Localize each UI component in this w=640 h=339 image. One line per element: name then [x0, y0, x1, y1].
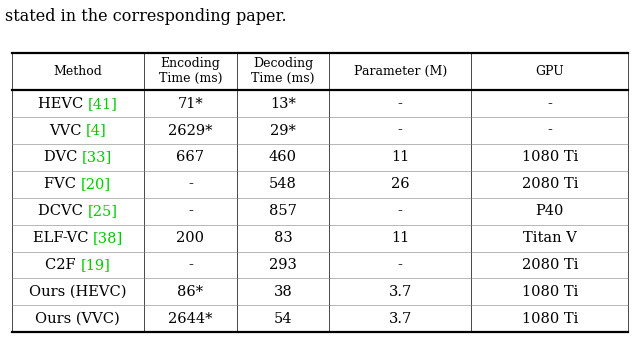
- Text: -: -: [188, 204, 193, 218]
- Text: 293: 293: [269, 258, 297, 272]
- Text: 1080 Ti: 1080 Ti: [522, 312, 578, 326]
- Text: 1080 Ti: 1080 Ti: [522, 285, 578, 299]
- Text: 2629*: 2629*: [168, 123, 212, 138]
- Text: -: -: [398, 97, 403, 111]
- Text: 548: 548: [269, 177, 297, 191]
- Text: GPU: GPU: [536, 65, 564, 78]
- Text: -: -: [188, 258, 193, 272]
- Text: -: -: [398, 258, 403, 272]
- Text: C2F: C2F: [45, 258, 81, 272]
- Text: Ours (HEVC): Ours (HEVC): [29, 285, 127, 299]
- Text: -: -: [547, 123, 552, 138]
- Text: 71*: 71*: [177, 97, 204, 111]
- Text: 3.7: 3.7: [388, 312, 412, 326]
- Text: 38: 38: [274, 285, 292, 299]
- Text: Method: Method: [53, 65, 102, 78]
- Text: FVC: FVC: [44, 177, 81, 191]
- Text: [20]: [20]: [81, 177, 111, 191]
- Text: 86*: 86*: [177, 285, 204, 299]
- Text: 857: 857: [269, 204, 297, 218]
- Text: -: -: [398, 123, 403, 138]
- Text: -: -: [547, 97, 552, 111]
- Text: 1080 Ti: 1080 Ti: [522, 151, 578, 164]
- Text: Ours (VVC): Ours (VVC): [35, 312, 120, 326]
- Text: 2080 Ti: 2080 Ti: [522, 177, 578, 191]
- Text: DCVC: DCVC: [38, 204, 88, 218]
- Text: 460: 460: [269, 151, 297, 164]
- Text: [4]: [4]: [86, 123, 107, 138]
- Text: VVC: VVC: [49, 123, 86, 138]
- Text: -: -: [398, 204, 403, 218]
- Text: 11: 11: [391, 231, 410, 245]
- Text: Encoding
Time (ms): Encoding Time (ms): [159, 57, 222, 85]
- Text: 83: 83: [274, 231, 292, 245]
- Text: 29*: 29*: [270, 123, 296, 138]
- Text: P40: P40: [536, 204, 564, 218]
- Text: 13*: 13*: [270, 97, 296, 111]
- Text: 667: 667: [177, 151, 204, 164]
- Text: [19]: [19]: [81, 258, 111, 272]
- Text: [25]: [25]: [88, 204, 118, 218]
- Text: 11: 11: [391, 151, 410, 164]
- Text: 26: 26: [391, 177, 410, 191]
- Text: [38]: [38]: [93, 231, 123, 245]
- Text: [33]: [33]: [82, 151, 112, 164]
- Text: 200: 200: [177, 231, 204, 245]
- Text: DVC: DVC: [44, 151, 82, 164]
- Text: stated in the corresponding paper.: stated in the corresponding paper.: [5, 8, 287, 25]
- Text: 3.7: 3.7: [388, 285, 412, 299]
- Text: 2080 Ti: 2080 Ti: [522, 258, 578, 272]
- Text: 54: 54: [274, 312, 292, 326]
- Text: HEVC: HEVC: [38, 97, 88, 111]
- Text: Decoding
Time (ms): Decoding Time (ms): [252, 57, 315, 85]
- Text: ELF-VC: ELF-VC: [33, 231, 93, 245]
- Text: Parameter (M): Parameter (M): [353, 65, 447, 78]
- Text: Titan V: Titan V: [523, 231, 577, 245]
- Text: -: -: [188, 177, 193, 191]
- Text: [41]: [41]: [88, 97, 118, 111]
- Text: 2644*: 2644*: [168, 312, 212, 326]
